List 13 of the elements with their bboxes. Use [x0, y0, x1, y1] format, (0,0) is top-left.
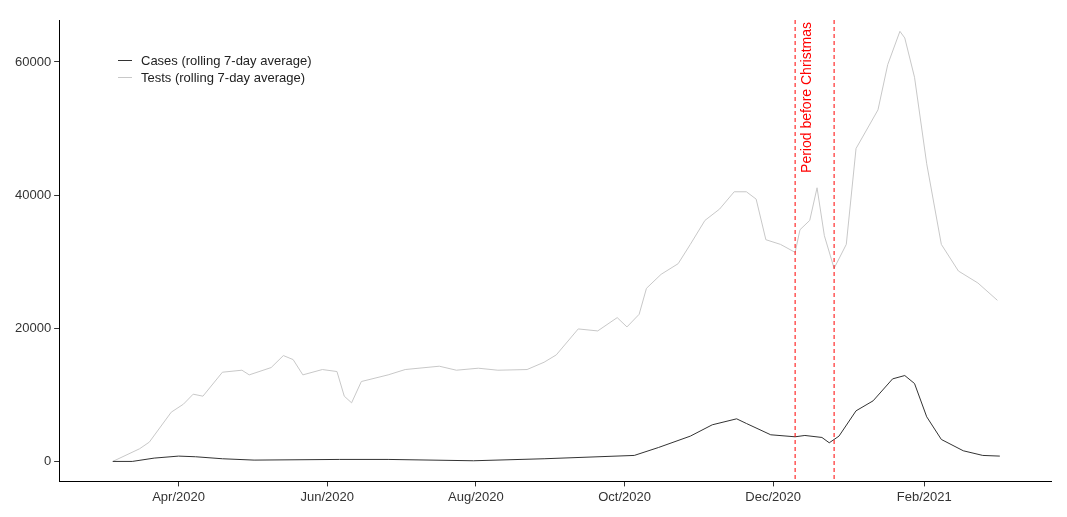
x-tick-label: Dec/2020: [745, 488, 802, 504]
x-tick-label: Oct/2020: [598, 488, 651, 504]
y-tick-label: 20000: [14, 319, 52, 335]
ref-line-label: Period before Christmas: [797, 22, 814, 173]
legend-label: Cases (rolling 7-day average): [141, 53, 312, 68]
x-tick-label: Jun/2020: [300, 488, 354, 504]
legend-label: Tests (rolling 7-day average): [141, 70, 306, 85]
y-tick-label: 60000: [14, 53, 52, 69]
x-tick-label: Apr/2020: [152, 488, 205, 504]
y-tick-label: 40000: [14, 186, 52, 202]
x-tick-label: Aug/2020: [448, 488, 504, 504]
x-tick-label: Feb/2021: [896, 488, 952, 504]
y-tick-label: 0: [43, 453, 52, 468]
